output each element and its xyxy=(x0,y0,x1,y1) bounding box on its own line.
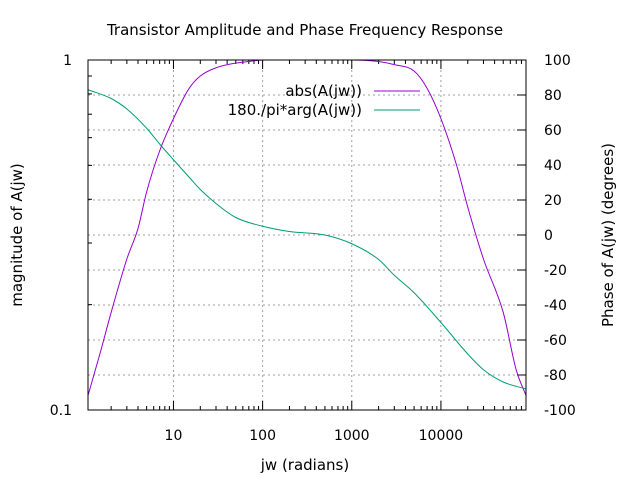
x-axis-label: jw (radians) xyxy=(260,456,349,474)
y2-tick-label: -80 xyxy=(544,368,567,384)
y-tick-label: 0.1 xyxy=(50,403,72,419)
y2-tick-label: -100 xyxy=(544,403,576,419)
y2-tick-label: 20 xyxy=(544,193,562,209)
y2-tick-label: -60 xyxy=(544,333,567,349)
y-tick-label: 1 xyxy=(63,53,72,69)
plot-frame xyxy=(87,59,527,411)
legend-label: abs(A(jw)) xyxy=(285,82,362,100)
y2-axis-label: Phase of A(jw) (degrees) xyxy=(599,143,617,327)
x-tick-label: 10 xyxy=(165,428,183,444)
x-tick-label: 1000 xyxy=(334,428,370,444)
y-axis-label: magnitude of A(jw) xyxy=(8,163,26,307)
x-tick-label: 10000 xyxy=(419,428,464,444)
y2-tick-label: 60 xyxy=(544,123,562,139)
tick-labels: 10 100 1000 10000 1 0.1 100 80 60 40 20 0 -20 -40 -60 -… xyxy=(50,53,576,444)
legend: abs(A(jw))180./pi*arg(A(jw)) xyxy=(228,82,420,119)
legend-label: 180./pi*arg(A(jw)) xyxy=(228,101,362,119)
y2-tick-label: -40 xyxy=(544,298,567,314)
y2-tick-label: 40 xyxy=(544,158,562,174)
y2-tick-label: -20 xyxy=(544,263,567,279)
y2-tick-label: 100 xyxy=(544,53,571,69)
chart-title: Transistor Amplitude and Phase Frequency… xyxy=(106,21,503,39)
y2-tick-label: 80 xyxy=(544,88,562,104)
grid xyxy=(88,60,526,410)
series-line-2 xyxy=(87,89,527,390)
x-tick-label: 100 xyxy=(249,428,276,444)
y2-tick-label: 0 xyxy=(544,228,553,244)
